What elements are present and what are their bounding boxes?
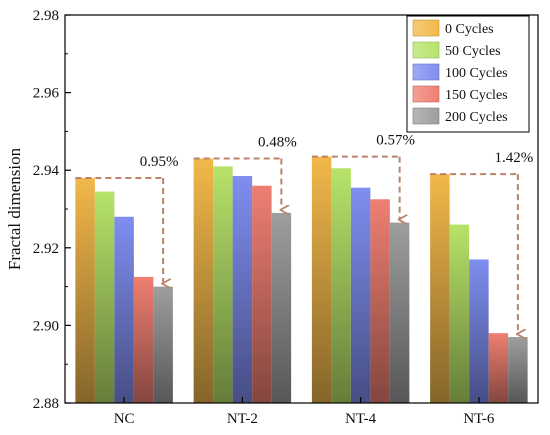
bar-nt-6-series-2	[469, 259, 489, 403]
y-tick-label-1: 2.90	[33, 318, 59, 334]
bar-nt-6-series-1	[449, 224, 470, 403]
legend-swatch-1	[412, 41, 440, 59]
bar-nt-6-series-4	[508, 337, 528, 403]
x-tick-label-3: NT-6	[463, 411, 495, 427]
bar-nt-2-series-3	[252, 185, 272, 403]
bar-nt-2-series-1	[213, 166, 233, 403]
bar-nt-4-series-4	[389, 222, 410, 403]
legend-swatch-4	[412, 107, 440, 125]
legend-swatch-0	[412, 19, 440, 37]
bar-nt-4-series-2	[350, 187, 371, 403]
legend-label-2: 100 Cycles	[445, 66, 508, 81]
y-axis-title: Fractal dimension	[5, 147, 24, 270]
x-tick-label-0: NC	[114, 411, 135, 427]
y-tick-label-0: 2.88	[33, 396, 59, 412]
bar-nc-series-3	[133, 276, 154, 403]
bar-nc-series-0	[75, 177, 95, 403]
x-tick-label-1: NT-2	[227, 411, 258, 427]
annotation-label-0: 0.95%	[140, 154, 179, 170]
y-tick-label-4: 2.96	[33, 86, 60, 102]
y-tick-label-5: 2.98	[33, 8, 59, 24]
bar-nt-4-series-0	[311, 156, 332, 403]
legend-label-1: 50 Cycles	[445, 44, 501, 59]
annotation-label-2: 0.57%	[376, 133, 415, 149]
bar-nc-series-1	[94, 191, 115, 403]
bar-nc-series-4	[153, 286, 173, 403]
bar-nt-6-series-0	[430, 174, 450, 403]
annotation-label-1: 0.48%	[258, 135, 297, 151]
legend-label-0: 0 Cycles	[445, 22, 494, 37]
annotation-label-3: 1.42%	[495, 150, 534, 166]
y-tick-label-3: 2.94	[33, 163, 60, 179]
bar-nt-2-series-4	[271, 212, 292, 403]
legend-label-4: 200 Cycles	[445, 110, 508, 125]
legend-swatch-2	[412, 63, 440, 81]
bar-nc-series-2	[114, 216, 134, 403]
legend-label-3: 150 Cycles	[445, 88, 508, 103]
bar-nt-4-series-3	[370, 199, 390, 403]
bar-nt-4-series-1	[331, 168, 351, 403]
bar-nt-2-series-0	[193, 158, 214, 403]
y-tick-label-2: 2.92	[33, 241, 59, 257]
bar-nt-6-series-3	[488, 333, 509, 403]
legend-swatch-3	[412, 85, 440, 103]
bar-nt-2-series-2	[232, 176, 253, 403]
x-tick-label-2: NT-4	[345, 411, 377, 427]
